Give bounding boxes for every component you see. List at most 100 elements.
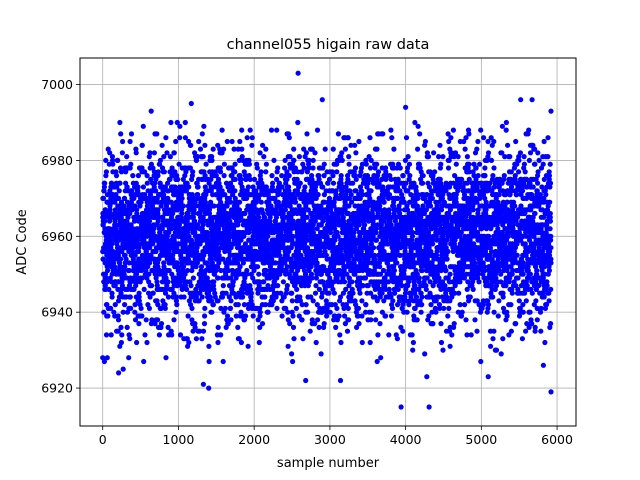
data-point [369, 309, 375, 315]
data-point [136, 245, 142, 251]
data-point [121, 271, 127, 277]
data-point [228, 275, 234, 281]
data-point [395, 195, 401, 201]
data-point [141, 286, 147, 292]
data-point [123, 256, 129, 262]
data-point [201, 123, 207, 129]
data-point [310, 157, 316, 163]
data-point [235, 260, 241, 266]
data-point [262, 294, 268, 300]
data-point [437, 142, 443, 148]
data-point [199, 336, 205, 342]
data-point [447, 271, 453, 277]
data-point [202, 173, 208, 179]
data-point [241, 302, 247, 308]
data-point [171, 150, 177, 156]
data-point [135, 264, 141, 270]
data-point [357, 290, 363, 296]
data-point [118, 339, 124, 346]
data-point [400, 173, 406, 179]
data-point [193, 336, 199, 342]
data-point [162, 302, 168, 308]
data-point [316, 324, 322, 330]
data-point [120, 229, 126, 236]
data-point [168, 226, 174, 232]
data-point [180, 264, 187, 270]
data-point [171, 317, 177, 323]
data-point [184, 286, 190, 292]
data-point [115, 328, 121, 334]
data-point [118, 131, 124, 137]
data-point [110, 157, 116, 163]
data-point [136, 248, 142, 255]
data-point [280, 279, 286, 285]
data-point [179, 210, 185, 217]
data-point [109, 241, 115, 247]
data-point [367, 135, 373, 141]
data-point [170, 256, 176, 262]
data-point [350, 290, 356, 296]
data-point [156, 332, 162, 338]
data-point [117, 180, 123, 186]
data-point [166, 229, 172, 236]
data-point [305, 309, 311, 315]
data-point [239, 290, 246, 296]
data-point [158, 321, 165, 327]
data-point [440, 154, 446, 160]
data-point [241, 233, 247, 239]
data-point [150, 290, 156, 296]
data-point [158, 305, 164, 311]
data-point [268, 127, 275, 133]
data-point [296, 154, 302, 160]
data-point [466, 131, 472, 137]
data-point [287, 321, 293, 327]
data-point [203, 161, 209, 167]
data-point [310, 165, 316, 171]
data-point [173, 138, 179, 145]
data-point [313, 339, 319, 346]
data-point [336, 313, 342, 319]
data-point [164, 150, 170, 156]
data-point [352, 165, 359, 171]
data-point [177, 135, 183, 141]
data-point [144, 203, 150, 209]
data-point [232, 176, 238, 182]
data-point [166, 267, 172, 274]
data-point [221, 173, 227, 179]
data-point [410, 347, 416, 353]
data-point [128, 305, 134, 311]
data-point [218, 332, 224, 338]
data-point [168, 119, 174, 126]
data-point [297, 180, 303, 186]
data-point [374, 146, 380, 152]
data-point [232, 161, 238, 167]
data-point [375, 169, 382, 175]
data-point [131, 218, 138, 224]
data-point [373, 229, 379, 236]
data-point [112, 302, 118, 308]
data-point [269, 173, 275, 179]
data-point [224, 313, 231, 319]
data-point [388, 313, 395, 319]
data-point [327, 309, 333, 315]
data-point [129, 188, 135, 194]
data-point [167, 154, 173, 160]
data-point [197, 146, 204, 152]
data-point [239, 146, 245, 152]
data-point [233, 313, 239, 319]
data-point [186, 184, 192, 190]
data-point [215, 324, 221, 330]
data-point [293, 305, 299, 311]
data-point [107, 207, 113, 213]
data-point [162, 305, 168, 311]
data-point [173, 294, 180, 300]
data-point [307, 328, 313, 334]
data-point [403, 135, 410, 141]
data-point [302, 184, 308, 190]
data-point [200, 328, 207, 334]
data-point [245, 343, 251, 349]
data-point [419, 294, 425, 300]
data-point [380, 131, 386, 137]
data-point [113, 173, 120, 179]
data-point [237, 199, 243, 205]
